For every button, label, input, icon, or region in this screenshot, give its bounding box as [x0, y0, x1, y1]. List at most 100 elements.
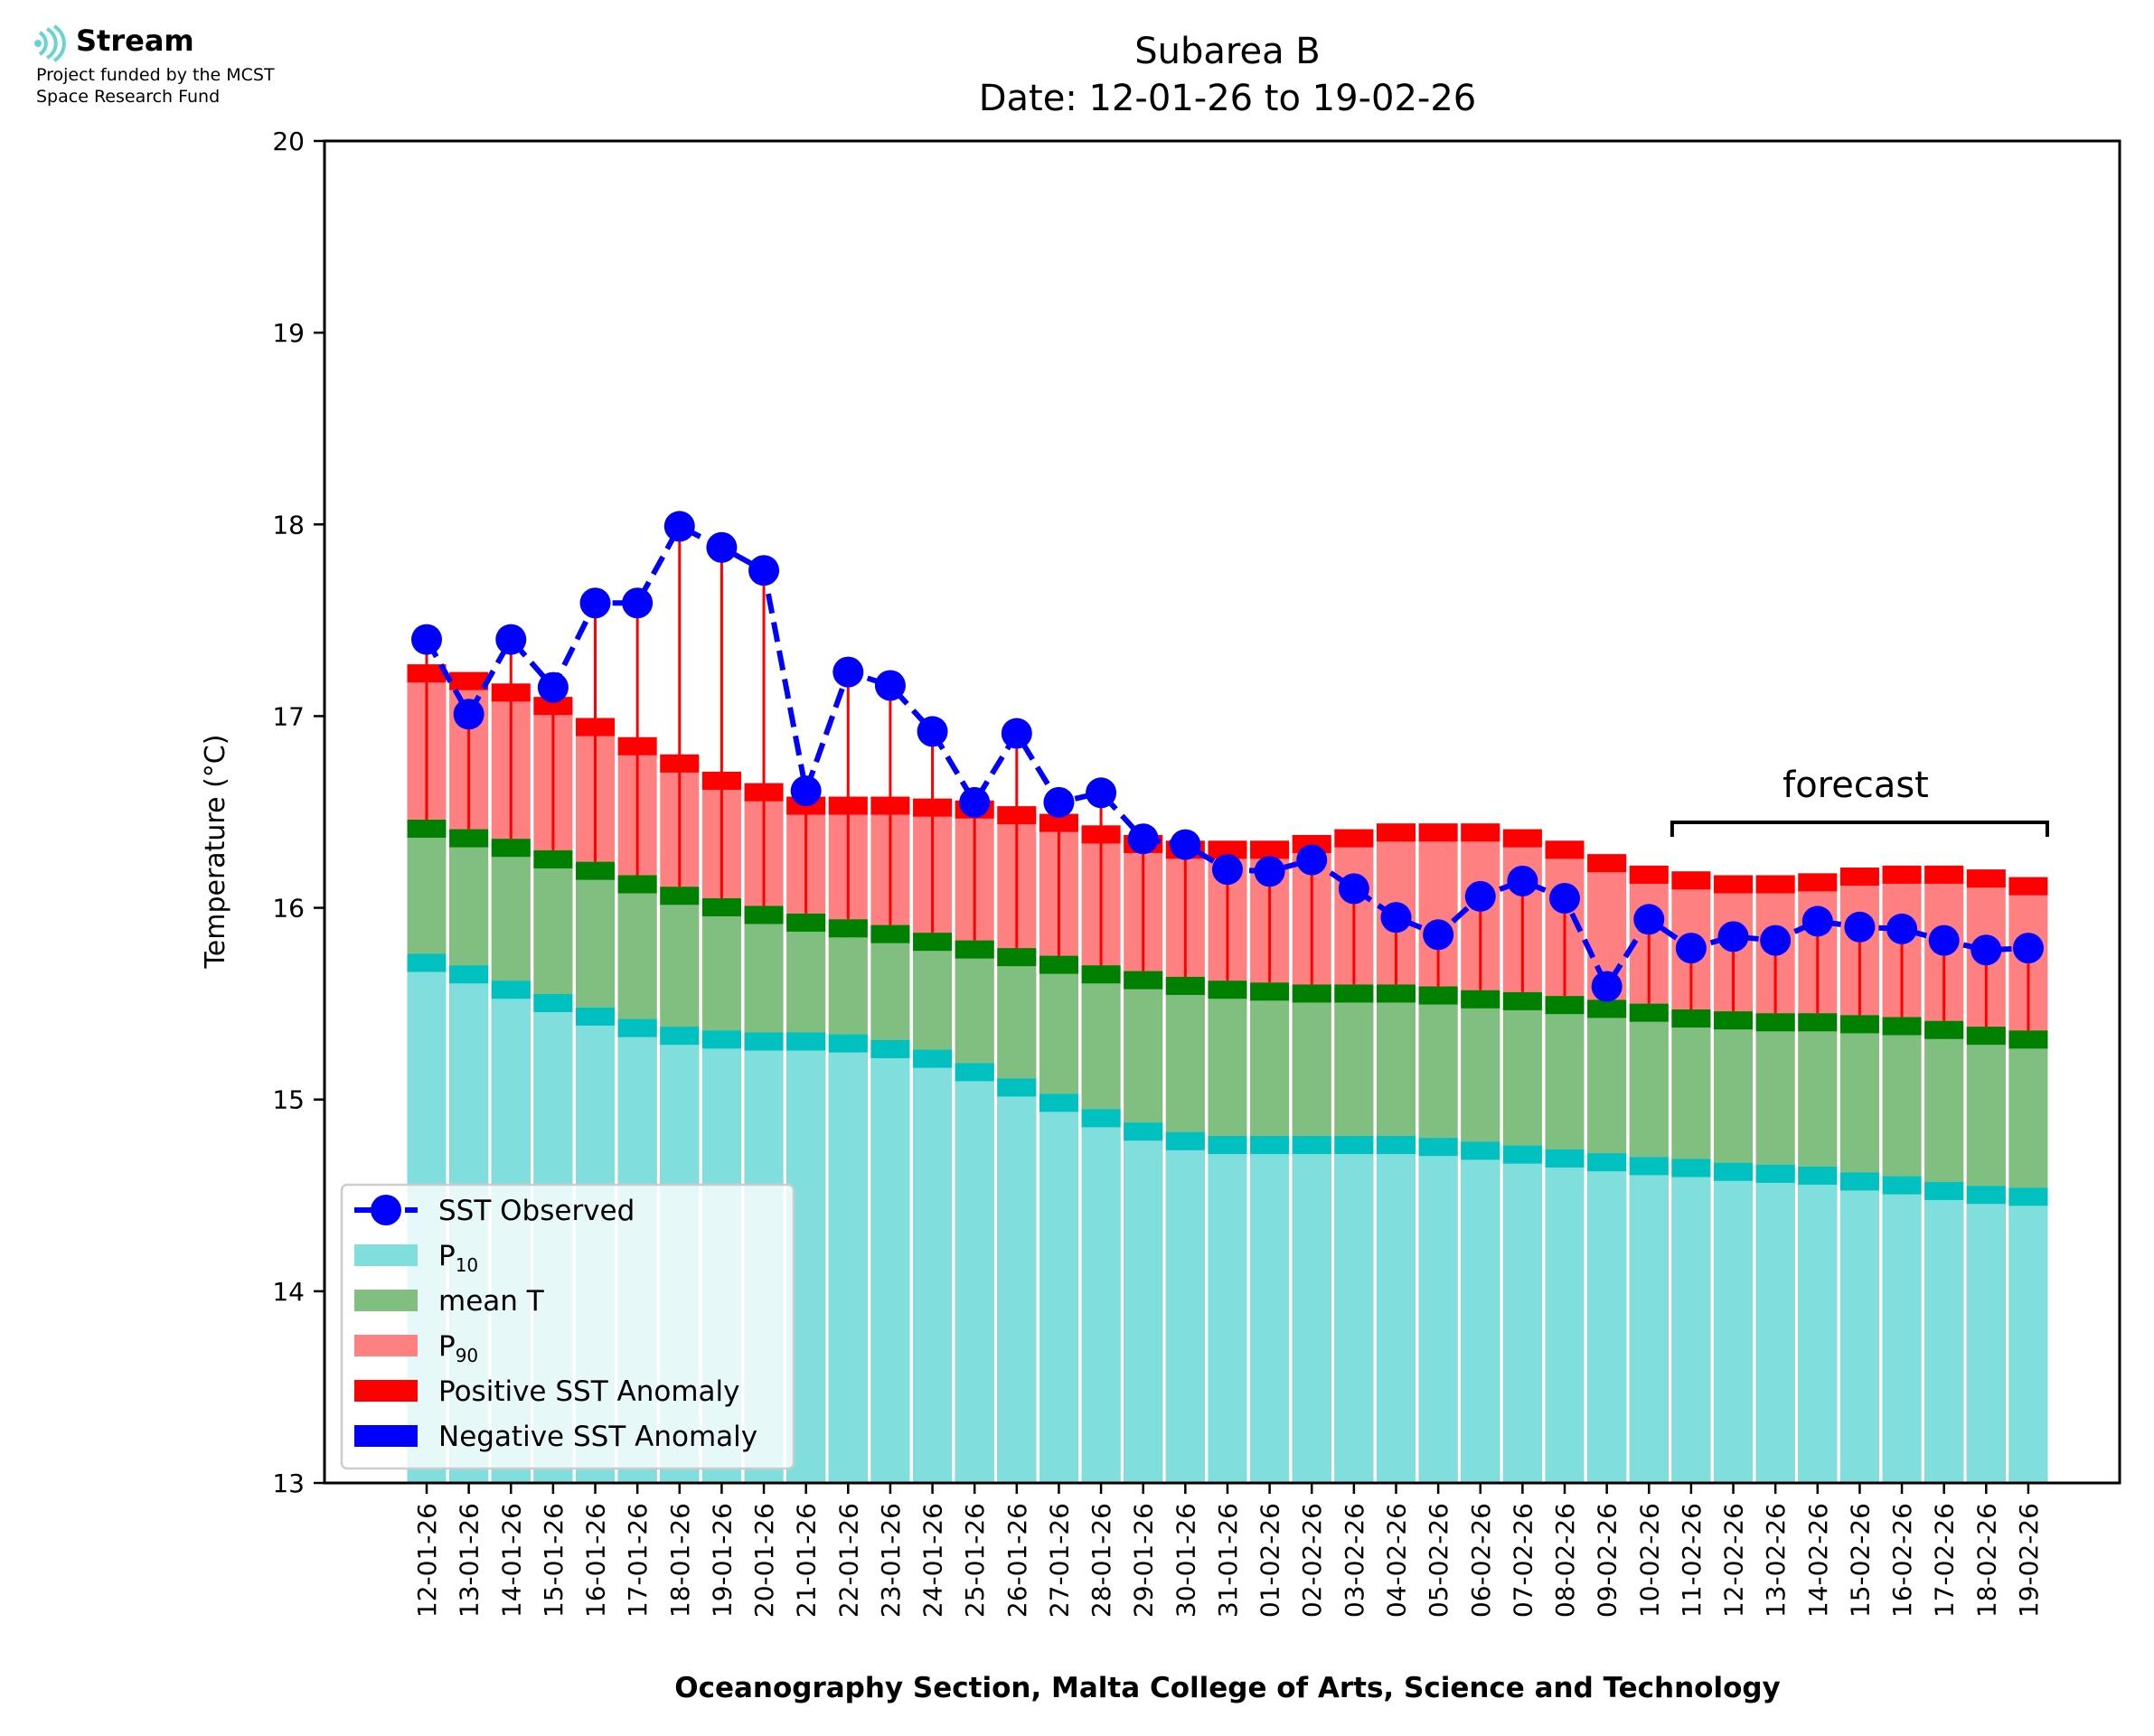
p90-cap	[1502, 829, 1542, 848]
p90-cap	[1461, 823, 1500, 842]
x-tick-label: 30-01-26	[1171, 1503, 1200, 1618]
mean-cap	[997, 948, 1037, 967]
p10-cap	[1418, 1138, 1458, 1157]
legend-patch-swatch	[354, 1290, 418, 1311]
mean-cap	[1671, 1009, 1711, 1028]
x-tick-label: 22-01-26	[833, 1503, 863, 1618]
x-tick-label: 16-02-26	[1887, 1503, 1917, 1618]
p10-cap	[913, 1049, 953, 1068]
x-tick-label: 06-02-26	[1466, 1503, 1496, 1618]
p10-bar	[1039, 1093, 1078, 1483]
p90-cap	[1334, 829, 1374, 848]
p10-cap	[407, 953, 447, 972]
p10-cap	[1839, 1172, 1879, 1191]
x-tick-label: 26-01-26	[1002, 1503, 1032, 1618]
x-tick-label: 31-01-26	[1213, 1503, 1243, 1618]
sst-observed-point	[1170, 829, 1201, 860]
x-tick-label: 12-02-26	[1719, 1503, 1749, 1618]
p10-cap	[744, 1032, 784, 1051]
x-tick-label: 12-01-26	[412, 1503, 442, 1618]
sst-observed-point	[1717, 921, 1749, 952]
mean-cap	[1629, 1003, 1669, 1022]
y-tick-label: 16	[272, 894, 305, 924]
mean-cap	[1208, 981, 1247, 999]
p10-bar	[1208, 1136, 1247, 1483]
legend-item-positive-sst-anomaly: Positive SST Anomaly	[354, 1375, 739, 1408]
sst-observed-point	[832, 656, 864, 688]
y-tick-label: 13	[272, 1469, 305, 1498]
chart-title: Subarea B	[1134, 31, 1321, 72]
legend-patch-swatch	[354, 1335, 418, 1356]
sst-observed-point	[706, 531, 738, 563]
p10-bar	[1250, 1136, 1290, 1483]
p10-cap	[1671, 1159, 1711, 1178]
p90-cap	[1629, 865, 1669, 884]
mean-cap	[1292, 984, 1331, 1003]
x-tick-label: 01-02-26	[1256, 1503, 1285, 1618]
legend-label: mean T	[438, 1285, 545, 1318]
mean-cap	[491, 839, 531, 858]
legend-box	[340, 1183, 795, 1470]
sst-observed-point	[1801, 906, 1833, 937]
p10-bar	[1882, 1176, 1922, 1483]
p90-cap	[1545, 840, 1585, 859]
p10-bar	[1839, 1172, 1879, 1483]
x-tick-label: 19-01-26	[707, 1503, 737, 1618]
p10-bar	[1165, 1131, 1205, 1483]
x-tick-label: 14-02-26	[1803, 1503, 1833, 1618]
x-tick-label: 27-01-26	[1044, 1503, 1074, 1618]
mean-cap	[1839, 1015, 1879, 1034]
p90-cap	[1587, 854, 1627, 873]
x-tick-label: 17-01-26	[623, 1503, 653, 1618]
p10-bar	[1545, 1149, 1585, 1483]
p10-cap	[617, 1018, 657, 1037]
sst-observed-point	[790, 775, 822, 807]
p10-cap	[1798, 1166, 1838, 1185]
sst-observed-point	[1380, 902, 1412, 934]
p10-cap	[997, 1078, 1037, 1097]
sst-observed-point	[1507, 865, 1538, 896]
x-tick-label: 15-01-26	[539, 1503, 569, 1618]
p90-cap	[1966, 869, 2006, 888]
p10-cap	[576, 1007, 616, 1026]
p10-cap	[1966, 1186, 2006, 1205]
legend-item-p90: P90	[354, 1330, 478, 1366]
x-axis-label: Oceanography Section, Malta College of A…	[674, 1672, 1781, 1704]
p10-bar	[1798, 1166, 1838, 1483]
sst-observed-point	[1254, 856, 1285, 887]
x-tick-label: 20-01-26	[749, 1503, 779, 1618]
p90-cap	[1714, 875, 1754, 894]
x-tick-label: 04-02-26	[1381, 1503, 1411, 1618]
p10-cap	[1292, 1136, 1331, 1155]
p10-cap	[1755, 1164, 1795, 1183]
x-tick-label: 03-02-26	[1340, 1503, 1369, 1618]
p10-bar	[828, 1034, 868, 1483]
x-tick-label: 05-02-26	[1424, 1503, 1453, 1618]
mean-cap	[828, 919, 868, 938]
stream-logo: Stream Project funded by the MCST Space …	[34, 23, 342, 123]
anomaly-stems-layer	[425, 526, 2030, 1031]
p90-cap	[1671, 871, 1711, 890]
mean-cap	[407, 819, 447, 838]
x-tick-label: 28-01-26	[1086, 1503, 1116, 1618]
p90-cap	[1882, 865, 1922, 884]
mean-cap	[533, 849, 573, 868]
logo-brand: Stream	[76, 23, 194, 58]
x-tick-label: 13-02-26	[1761, 1503, 1791, 1618]
p10-cap	[1250, 1136, 1290, 1155]
legend-patch-swatch	[354, 1425, 418, 1447]
mean-cap	[1882, 1017, 1922, 1036]
p10-bar	[955, 1063, 994, 1483]
p10-bar	[1502, 1145, 1542, 1483]
mean-cap	[1924, 1020, 1964, 1039]
sst-observed-point	[1760, 924, 1792, 956]
p90-cap	[1755, 875, 1795, 894]
mean-cap	[1418, 986, 1458, 1005]
sst-observed-point	[874, 670, 906, 701]
p90-cap	[1798, 873, 1838, 892]
p10-cap	[701, 1030, 741, 1049]
p10-bar	[1587, 1153, 1627, 1483]
mean-cap	[617, 875, 657, 894]
x-tick-label: 09-02-26	[1593, 1503, 1623, 1618]
y-tick-label: 18	[272, 510, 305, 540]
